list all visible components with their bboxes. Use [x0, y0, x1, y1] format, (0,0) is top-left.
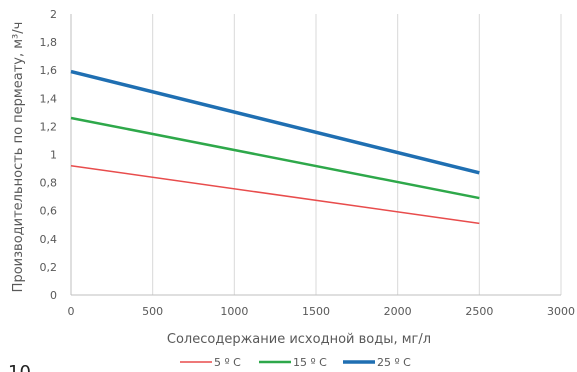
series-line-1: [70, 164, 480, 225]
y-tick-labels: 0 0,2 0,4 0,6 0,8 1 1,2 1,4 1,6 1,8 2: [40, 8, 58, 302]
x-tick-label: 3000: [547, 305, 575, 318]
y-tick-label: 0: [50, 289, 57, 302]
series-line-3: [70, 69, 480, 175]
x-tick-labels: 0 500 1000 1500 2000 2500 3000: [68, 305, 576, 318]
y-tick-label: 0,6: [40, 205, 58, 218]
y-tick-label: 1,4: [40, 92, 58, 105]
stray-number: 10: [8, 362, 31, 372]
legend-label-2: 15 º C: [293, 356, 327, 369]
y-tick-label: 1,8: [40, 36, 58, 49]
y-tick-label: 0,4: [40, 233, 58, 246]
x-tick-label: 0: [68, 305, 75, 318]
y-tick-label: 0,8: [40, 177, 58, 190]
x-axis-title: Солесодержание исходной воды, мг/л: [167, 332, 431, 347]
y-tick-label: 1: [50, 149, 57, 162]
x-tick-label: 1000: [220, 305, 248, 318]
series-line-2: [70, 116, 480, 200]
legend: 5 º C 15 º C 25 º C: [180, 356, 411, 369]
x-tick-label: 500: [142, 305, 163, 318]
y-axis-title: Производительность по пермеату, м³/ч: [11, 22, 26, 293]
legend-label-1: 5 º C: [214, 356, 241, 369]
y-tick-label: 2: [50, 8, 57, 21]
x-tick-label: 1500: [302, 305, 330, 318]
y-tick-label: 0,2: [40, 261, 58, 274]
legend-label-3: 25 º C: [377, 356, 411, 369]
axes: [70, 14, 561, 296]
y-tick-label: 1,6: [40, 64, 58, 77]
grid-lines: [152, 14, 562, 295]
series-lines: [70, 69, 480, 225]
y-tick-label: 1,2: [40, 120, 58, 133]
x-tick-label: 2500: [465, 305, 493, 318]
x-tick-label: 2000: [384, 305, 412, 318]
